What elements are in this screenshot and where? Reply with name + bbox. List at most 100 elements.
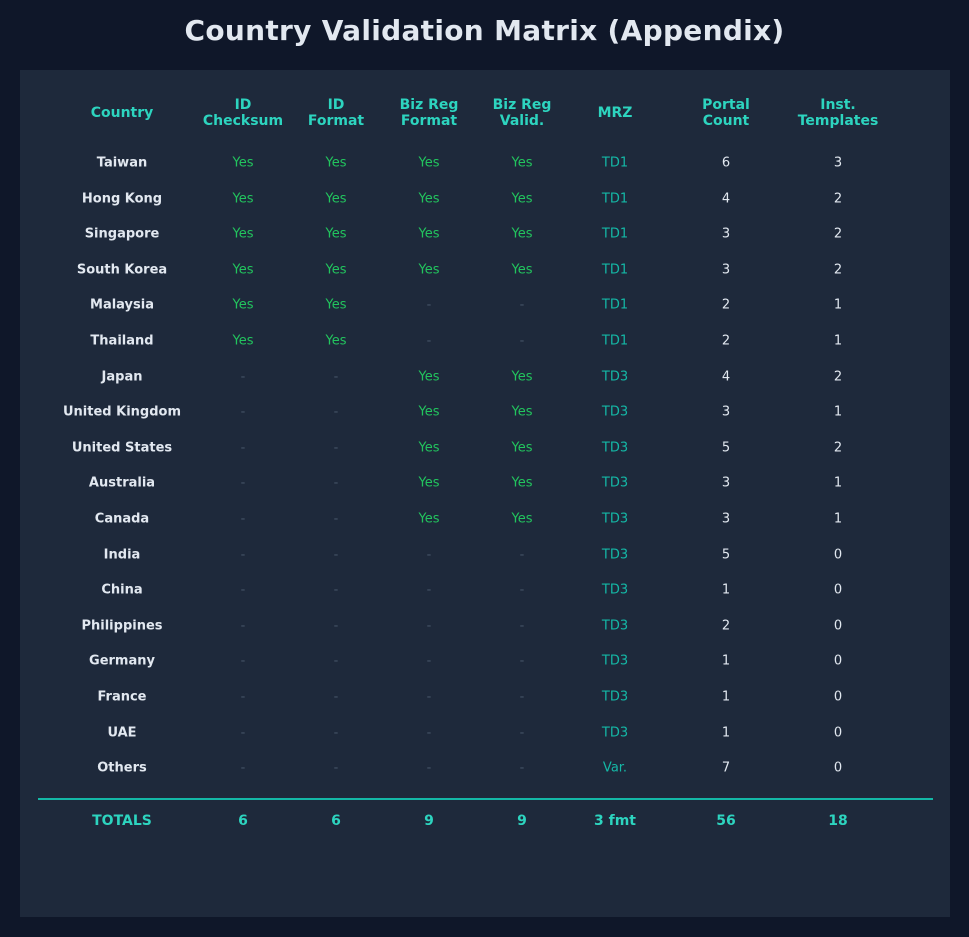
table-cell: Yes [325, 297, 347, 313]
table-cell: 0 [833, 582, 843, 598]
table-cell: 2 [833, 369, 843, 385]
table-cell: - [240, 369, 246, 385]
totals-divider [38, 798, 933, 800]
table-cell: - [519, 547, 525, 563]
column-header-line: Country [90, 105, 154, 121]
page-title: Country Validation Matrix (Appendix) [184, 14, 785, 47]
table-cell: - [240, 618, 246, 634]
table-cell: - [426, 689, 432, 705]
table-cell: - [426, 760, 432, 776]
table-cell: 0 [833, 547, 843, 563]
table-cell: 1 [721, 582, 731, 598]
table-cell: TD3 [601, 511, 629, 527]
table-cell: Yes [418, 191, 440, 207]
table-cell: 3 [721, 262, 731, 278]
table-cell: Yes [511, 475, 533, 491]
table-cell: 3 [721, 226, 731, 242]
table-cell: - [333, 369, 339, 385]
table-cell: 4 [721, 191, 731, 207]
table-cell: 1 [721, 689, 731, 705]
table-cell: Yes [232, 155, 254, 171]
column-header-inst-templates: Inst. Templates [798, 97, 879, 129]
column-header-line: Count [702, 113, 750, 129]
table-cell: TD1 [601, 226, 629, 242]
column-header-line: Checksum [202, 113, 284, 129]
table-cell: Yes [325, 226, 347, 242]
column-header-id-checksum: ID Checksum [203, 97, 283, 129]
table-cell: - [426, 725, 432, 741]
column-header-line: Format [400, 113, 458, 129]
table-cell: Yes [511, 155, 533, 171]
table-cell: Yes [418, 262, 440, 278]
table-cell: Yes [418, 404, 440, 420]
column-header-portal-count: Portal Count [702, 97, 750, 129]
table-cell: Yes [232, 262, 254, 278]
table-cell: Yes [232, 297, 254, 313]
table-cell: - [519, 297, 525, 313]
row-label-uae: UAE [107, 725, 137, 741]
table-cell: TD3 [601, 582, 629, 598]
table-cell: Yes [511, 440, 533, 456]
table-cell: Yes [418, 440, 440, 456]
table-cell: - [519, 333, 525, 349]
table-cell: - [333, 582, 339, 598]
table-cell: 5 [721, 547, 731, 563]
row-label-philippines: Philippines [81, 618, 163, 634]
table-cell: - [240, 440, 246, 456]
table-cell: - [426, 653, 432, 669]
table-cell: 3 [721, 475, 731, 491]
table-cell: Yes [418, 226, 440, 242]
table-cell: - [519, 582, 525, 598]
table-cell: TD3 [601, 618, 629, 634]
table-cell: - [240, 475, 246, 491]
table-cell: - [426, 547, 432, 563]
table-cell: TD3 [601, 725, 629, 741]
table-cell: 0 [833, 760, 843, 776]
table-cell: - [333, 547, 339, 563]
table-cell: 3 [721, 404, 731, 420]
table-cell: 2 [721, 333, 731, 349]
table-cell: - [240, 653, 246, 669]
table-cell: Yes [418, 155, 440, 171]
column-header-mrz: MRZ [598, 105, 633, 121]
table-cell: 0 [833, 653, 843, 669]
row-label-singapore: Singapore [84, 226, 160, 242]
column-header-line: Templates [797, 113, 879, 129]
column-header-line: Inst. [820, 97, 856, 113]
table-cell: 0 [833, 725, 843, 741]
table-cell: Yes [511, 226, 533, 242]
table-cell: TD3 [601, 475, 629, 491]
column-header-line: Biz Reg [492, 97, 552, 113]
table-cell: Yes [232, 333, 254, 349]
table-cell: - [426, 618, 432, 634]
row-label-malaysia: Malaysia [90, 297, 154, 313]
row-label-united-states: United States [71, 440, 173, 456]
table-cell: 7 [721, 760, 731, 776]
totals-cell: 18 [828, 813, 848, 829]
table-cell: Yes [511, 262, 533, 278]
table-cell: - [240, 760, 246, 776]
table-cell: - [240, 725, 246, 741]
table-cell: Var. [602, 760, 628, 776]
table-cell: Yes [325, 191, 347, 207]
table-cell: - [333, 404, 339, 420]
table-cell: 2 [721, 618, 731, 634]
table-cell: - [519, 653, 525, 669]
table-cell: TD3 [601, 689, 629, 705]
column-header-line: Format [307, 113, 365, 129]
column-header-country: Country [91, 105, 154, 121]
table-cell: Yes [511, 369, 533, 385]
table-cell: TD3 [601, 440, 629, 456]
row-label-thailand: Thailand [90, 333, 154, 349]
table-cell: Yes [325, 333, 347, 349]
table-cell: - [240, 511, 246, 527]
table-cell: - [333, 475, 339, 491]
table-cell: - [519, 760, 525, 776]
table-panel [20, 70, 950, 917]
table-cell: - [333, 440, 339, 456]
table-cell: 2 [833, 262, 843, 278]
row-label-germany: Germany [89, 653, 155, 669]
table-cell: 2 [833, 191, 843, 207]
row-label-others: Others [97, 760, 147, 776]
table-cell: 2 [721, 297, 731, 313]
